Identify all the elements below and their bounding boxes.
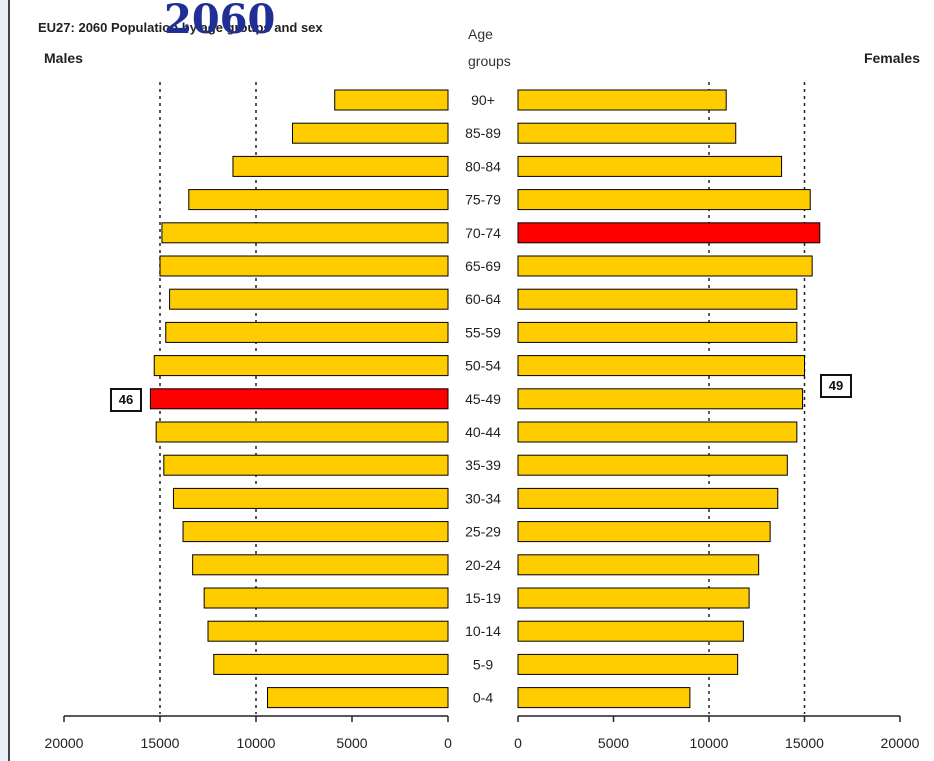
females-callout: 49	[820, 374, 852, 398]
chart-title: EU27: 2060 Population by age groups and …	[38, 20, 323, 35]
age-header-line2: groups	[468, 53, 511, 69]
bar-female-80-84	[517, 155, 783, 177]
chart-frame: 90+ 85-89 80-84 75-79 70-74 65-69 60-64 55-59 50…	[8, 0, 934, 761]
age-label-75-79: 75-79	[465, 192, 501, 208]
age-label-15-19: 15-19	[465, 590, 501, 606]
females-label: Females	[863, 50, 920, 66]
tick-label-female-5000: 5000	[598, 735, 629, 751]
males-label: Males	[44, 50, 83, 66]
bar-male-50-54	[153, 355, 449, 377]
tick-label-male-10000: 10000	[237, 735, 276, 751]
age-header-line1: Age	[468, 26, 493, 42]
tick-label-female-0: 0	[514, 735, 522, 751]
males-callout: 46	[110, 388, 142, 412]
bar-female-35-39	[517, 454, 788, 476]
age-label-5-9: 5-9	[473, 656, 493, 672]
bar-male-30-34	[172, 487, 449, 509]
bar-female-5-9	[517, 653, 739, 675]
bar-male-10-14	[207, 620, 449, 642]
bar-female-60-64	[517, 288, 798, 310]
age-label-80-84: 80-84	[465, 158, 501, 174]
bar-male-25-29	[182, 521, 449, 543]
age-label-10-14: 10-14	[465, 623, 501, 639]
bar-male-55-59	[165, 321, 449, 343]
age-label-65-69: 65-69	[465, 258, 501, 274]
tick-label-male-5000: 5000	[336, 735, 367, 751]
age-label-0-4: 0-4	[473, 690, 493, 706]
bar-male-90+	[334, 89, 449, 111]
bar-female-40-44	[517, 421, 798, 443]
age-label-20-24: 20-24	[465, 557, 501, 573]
age-label-35-39: 35-39	[465, 457, 501, 473]
bar-female-50-54	[517, 355, 805, 377]
bar-male-0-4	[267, 687, 449, 709]
bar-female-0-4	[517, 687, 691, 709]
age-label-50-54: 50-54	[465, 358, 501, 374]
bar-female-15-19	[517, 587, 750, 609]
bar-male-65-69	[159, 255, 449, 277]
tick-label-female-15000: 15000	[785, 735, 824, 751]
bar-male-15-19	[203, 587, 449, 609]
age-label-40-44: 40-44	[465, 424, 501, 440]
bar-female-45-49	[517, 388, 804, 410]
bar-female-25-29	[517, 521, 771, 543]
age-label-60-64: 60-64	[465, 291, 501, 307]
bar-female-10-14	[517, 620, 744, 642]
population-pyramid-chart: 90+ 85-89 80-84 75-79 70-74 65-69 60-64 55-59 50…	[45, 82, 920, 751]
bar-female-55-59	[517, 321, 798, 343]
bar-female-75-79	[517, 189, 811, 211]
bar-female-85-89	[517, 122, 737, 144]
bar-male-40-44	[155, 421, 449, 443]
bar-male-60-64	[169, 288, 449, 310]
tick-label-male-0: 0	[444, 735, 452, 751]
bar-female-70-74	[517, 222, 821, 244]
bar-male-45-49	[149, 388, 449, 410]
age-label-90+: 90+	[471, 92, 495, 108]
age-label-70-74: 70-74	[465, 225, 501, 241]
tick-label-male-15000: 15000	[141, 735, 180, 751]
bar-female-20-24	[517, 554, 760, 576]
bar-female-65-69	[517, 255, 813, 277]
bar-male-80-84	[232, 155, 449, 177]
age-label-85-89: 85-89	[465, 125, 501, 141]
bar-male-70-74	[161, 222, 449, 244]
age-label-55-59: 55-59	[465, 324, 501, 340]
tick-label-male-20000: 20000	[45, 735, 84, 751]
tick-label-female-20000: 20000	[881, 735, 920, 751]
bar-male-20-24	[192, 554, 449, 576]
age-label-45-49: 45-49	[465, 391, 501, 407]
bar-male-35-39	[163, 454, 449, 476]
bar-male-85-89	[291, 122, 449, 144]
age-label-30-34: 30-34	[465, 490, 501, 506]
tick-label-female-10000: 10000	[690, 735, 729, 751]
bar-male-5-9	[213, 653, 449, 675]
age-label-25-29: 25-29	[465, 524, 501, 540]
year-overlay: 2060	[164, 0, 276, 43]
bar-female-90+	[517, 89, 727, 111]
bar-female-30-34	[517, 487, 779, 509]
bar-male-75-79	[188, 189, 449, 211]
